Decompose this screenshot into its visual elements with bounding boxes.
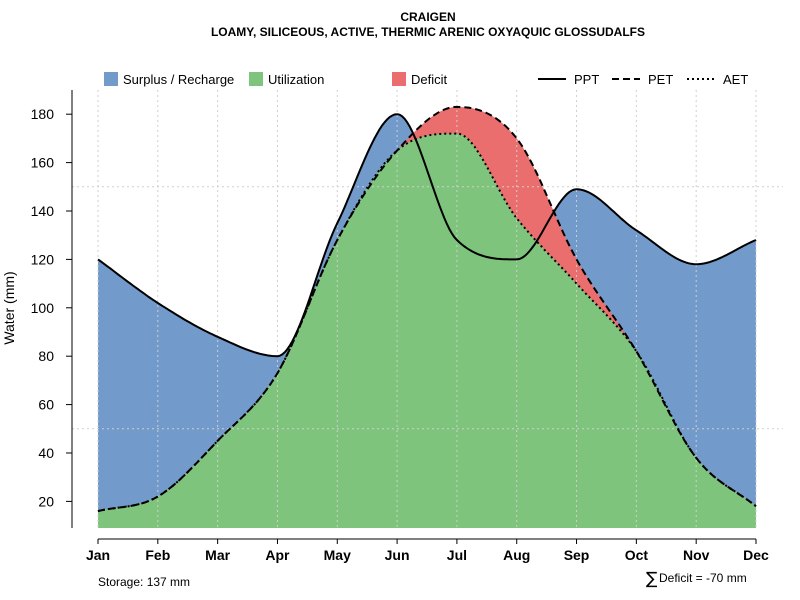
x-tick-label-sep: Sep: [564, 547, 590, 563]
legend-label-ppt: PPT: [574, 72, 599, 87]
x-tick-label-may: May: [324, 547, 351, 563]
legend-swatch-surplus: [104, 72, 118, 86]
legend-label-surplus: Surplus / Recharge: [123, 72, 234, 87]
legend-swatch-utilization: [249, 72, 263, 86]
series-line-pet: [97, 105, 757, 513]
area-utilization: [98, 133, 756, 528]
y-tick-label: 120: [31, 251, 55, 267]
legend-swatch-deficit: [392, 72, 406, 86]
chart-title: CRAIGEN: [400, 10, 455, 24]
legend: Surplus / Recharge Utilization Deficit P…: [104, 72, 748, 87]
grid: [72, 90, 783, 528]
series-line-aet: [97, 132, 757, 513]
plot-areas: [98, 106, 756, 528]
x-tick-label-feb: Feb: [145, 547, 170, 563]
y-tick-label: 180: [31, 106, 55, 122]
sum-icon: ∑: [646, 569, 658, 589]
x-tick-label-jun: Jun: [385, 547, 410, 563]
x-tick-label-mar: Mar: [205, 547, 230, 563]
legend-label-pet: PET: [648, 72, 673, 87]
series-line-ppt: [97, 113, 757, 358]
y-tick-label: 60: [38, 397, 54, 413]
legend-label-deficit: Deficit: [411, 72, 448, 87]
x-axis: Jan Feb Mar Apr May Jun Jul Aug Sep Oct Nov Dec: [86, 538, 769, 563]
deficit-note: Deficit = -70 mm: [659, 571, 747, 585]
x-tick-label-apr: Apr: [265, 547, 290, 563]
y-tick-label: 80: [38, 348, 54, 364]
y-tick-label: 100: [31, 300, 55, 316]
y-tick-label: 20: [38, 493, 54, 509]
x-tick-label-nov: Nov: [683, 547, 710, 563]
series-lines: [97, 105, 757, 513]
x-tick-label-jan: Jan: [86, 547, 110, 563]
x-tick-label-dec: Dec: [743, 547, 769, 563]
x-tick-label-jul: Jul: [447, 547, 467, 563]
y-tick-label: 40: [38, 445, 54, 461]
y-axis: 20 40 60 80 100 120 140 160 180: [31, 90, 73, 528]
x-tick-label-aug: Aug: [503, 547, 530, 563]
y-tick-label: 160: [31, 155, 55, 171]
storage-note: Storage: 137 mm: [98, 575, 190, 589]
y-tick-label: 140: [31, 203, 55, 219]
legend-label-aet: AET: [723, 72, 748, 87]
x-tick-label-oct: Oct: [625, 547, 649, 563]
y-axis-label: Water (mm): [1, 271, 17, 344]
chart-subtitle: LOAMY, SILICEOUS, ACTIVE, THERMIC ARENIC…: [211, 25, 645, 39]
legend-label-utilization: Utilization: [268, 72, 324, 87]
